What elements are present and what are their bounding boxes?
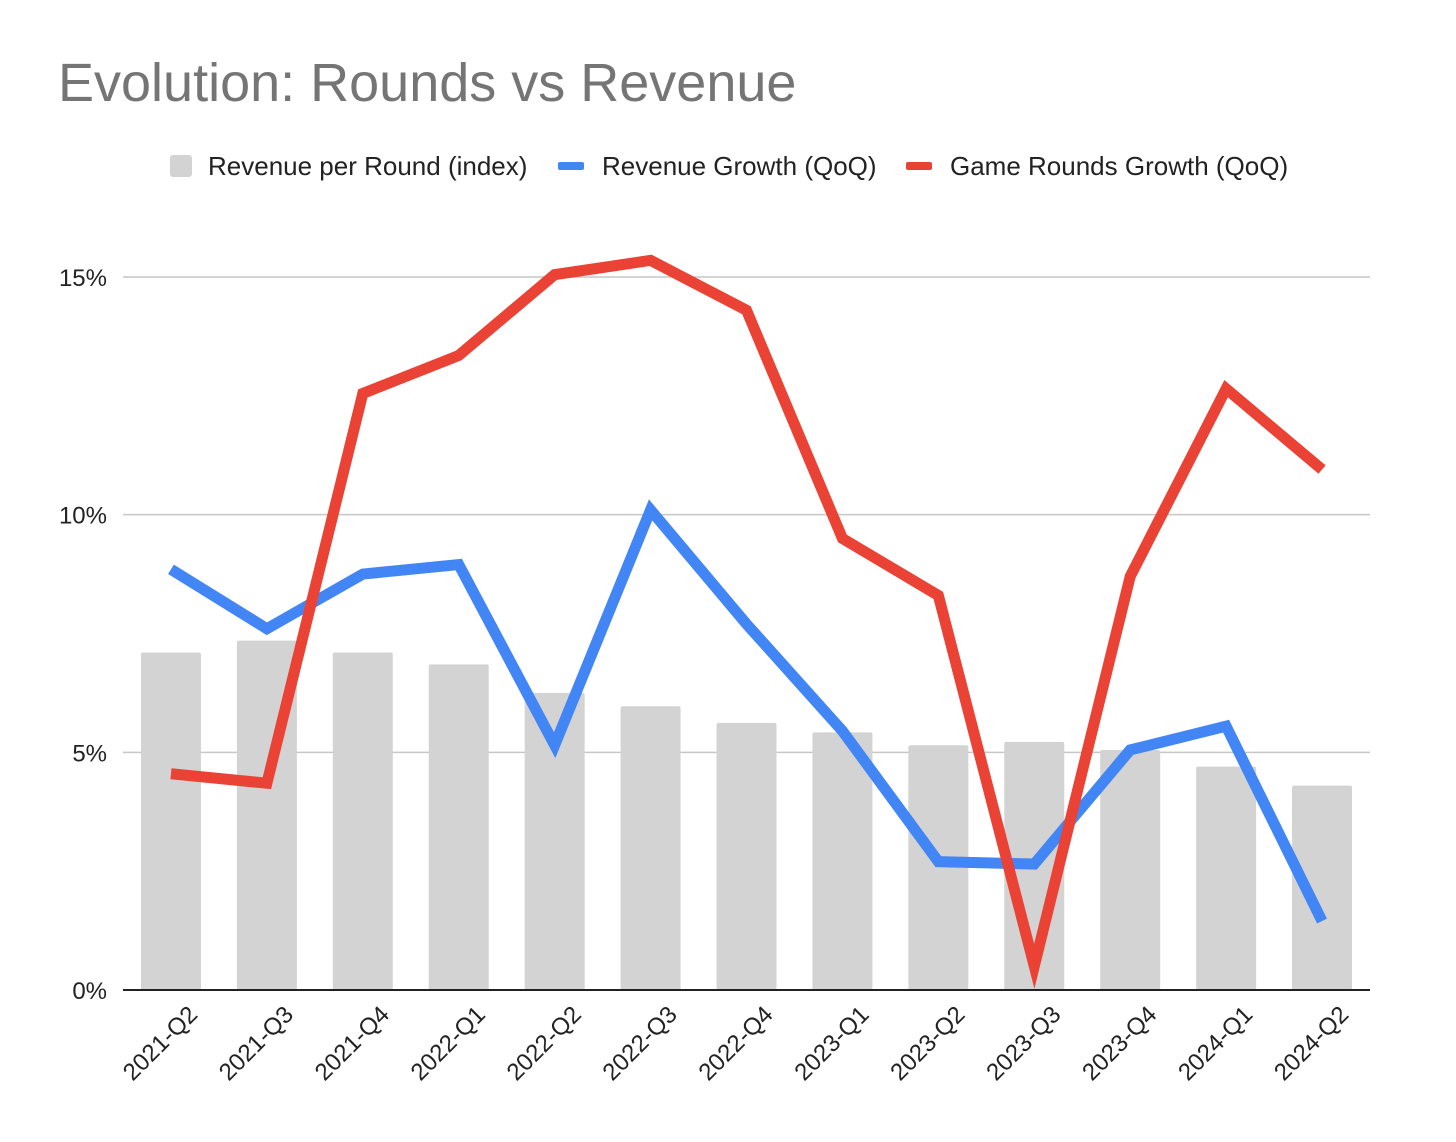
legend-swatch-line bbox=[558, 162, 584, 170]
chart-title: Evolution: Rounds vs Revenue bbox=[58, 53, 797, 113]
x-tick-label: 2022-Q1 bbox=[406, 1001, 491, 1086]
bar bbox=[1196, 766, 1257, 990]
bar bbox=[1292, 785, 1353, 990]
bar bbox=[908, 745, 969, 990]
bar bbox=[428, 664, 489, 990]
x-tick-label: 2021-Q3 bbox=[214, 1001, 299, 1086]
game-rounds-growth-line bbox=[170, 254, 1326, 989]
legend-label: Revenue Growth (QoQ) bbox=[602, 150, 877, 181]
x-tick-label: 2023-Q4 bbox=[1077, 1001, 1162, 1086]
y-tick-label: 10% bbox=[59, 503, 107, 530]
x-tick-label: 2024-Q1 bbox=[1173, 1001, 1258, 1086]
x-tick-label: 2023-Q3 bbox=[981, 1001, 1066, 1086]
x-tick-label: 2023-Q1 bbox=[789, 1001, 874, 1086]
x-tick-label: 2022-Q2 bbox=[502, 1001, 587, 1086]
bar bbox=[140, 652, 201, 990]
legend-label: Revenue per Round (index) bbox=[208, 150, 528, 181]
x-tick-label: 2022-Q4 bbox=[693, 1001, 778, 1086]
bar bbox=[812, 732, 873, 990]
bar bbox=[332, 652, 393, 990]
bar bbox=[620, 706, 681, 990]
bar bbox=[1100, 749, 1161, 990]
bar bbox=[524, 692, 585, 990]
y-tick-label: 15% bbox=[59, 265, 107, 292]
legend-item-game-rounds-growth: Game Rounds Growth (QoQ) bbox=[906, 146, 1288, 186]
legend-swatch-line bbox=[906, 162, 932, 170]
x-tick-label: 2021-Q2 bbox=[118, 1001, 203, 1086]
legend-swatch-bar bbox=[170, 155, 192, 177]
x-tick-label: 2022-Q3 bbox=[598, 1001, 683, 1086]
legend-label: Game Rounds Growth (QoQ) bbox=[950, 150, 1289, 181]
y-tick-label: 0% bbox=[72, 978, 107, 1005]
x-tick-label: 2023-Q2 bbox=[885, 1001, 970, 1086]
revenue-growth-line bbox=[168, 499, 1327, 924]
x-tick-label: 2021-Q4 bbox=[310, 1001, 395, 1086]
x-tick-label: 2024-Q2 bbox=[1269, 1001, 1354, 1086]
bar bbox=[716, 722, 777, 990]
legend-item-revenue-per-round: Revenue per Round (index) bbox=[170, 146, 527, 186]
legend: Revenue per Round (index) Revenue Growth… bbox=[0, 146, 1456, 186]
y-tick-label: 5% bbox=[72, 740, 107, 767]
legend-item-revenue-growth: Revenue Growth (QoQ) bbox=[558, 146, 877, 186]
